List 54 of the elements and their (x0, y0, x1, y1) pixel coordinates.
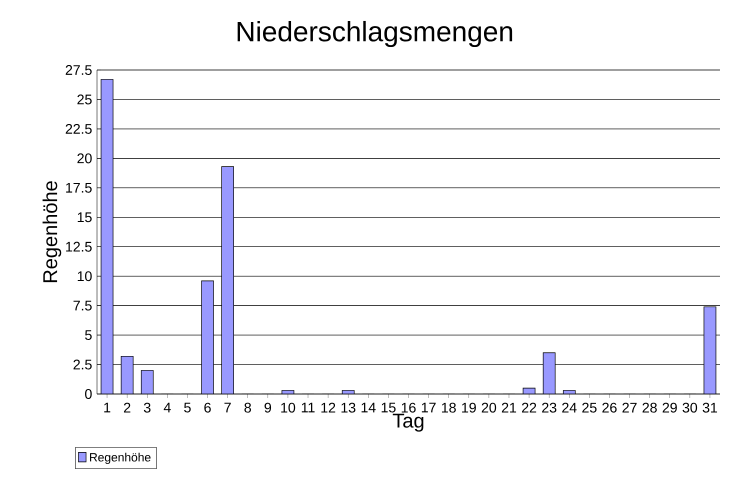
bar (221, 166, 234, 394)
x-tick-label: 23 (542, 402, 556, 413)
x-axis-title: Tag (392, 414, 424, 432)
x-tick-label: 5 (184, 402, 191, 412)
x-tick-label: 8 (244, 402, 252, 413)
x-tick-label: 12 (321, 402, 336, 412)
x-tick-label: 15 (382, 402, 396, 412)
x-tick-label: 4 (164, 402, 171, 412)
x-tick-label: 27 (622, 402, 637, 412)
x-tick-label: 24 (562, 402, 577, 412)
x-tick-label: 16 (402, 402, 416, 413)
y-tick-label: 22.5 (66, 124, 92, 134)
y-tick-label: 10 (78, 271, 92, 282)
bar (100, 79, 114, 394)
x-tick-label: 26 (602, 402, 617, 413)
x-tick-label: 10 (281, 402, 296, 413)
chart-title: Niederschlagsmengen (238, 20, 512, 48)
y-tick-label: 5 (85, 330, 92, 340)
bar (140, 370, 154, 394)
x-tick-label: 22 (522, 402, 536, 412)
y-tick-label: 17.5 (66, 182, 92, 193)
bar (542, 352, 556, 394)
y-tick-label: 27.5 (66, 65, 92, 75)
x-tick-label: 14 (362, 402, 376, 412)
x-tick-label: 11 (302, 402, 315, 412)
x-tick-label: 29 (662, 402, 677, 413)
legend-label: Regenhöhe (90, 452, 151, 464)
x-tick-label: 9 (264, 402, 272, 413)
x-tick-label: 13 (341, 402, 356, 413)
bar (704, 306, 716, 394)
x-tick-label: 17 (422, 402, 436, 412)
y-tick-label: 2.5 (74, 360, 92, 370)
bar (201, 280, 214, 394)
x-tick-label: 31 (702, 402, 718, 413)
bar (120, 356, 134, 394)
x-tick-label: 18 (442, 402, 456, 413)
x-tick-label: 19 (462, 402, 476, 413)
x-tick-label: 25 (582, 402, 597, 413)
x-tick-label: 2 (124, 402, 130, 412)
x-tick-label: 6 (204, 402, 211, 413)
y-tick-label: 20 (77, 153, 92, 164)
y-axis-title: Regenhöhe (42, 181, 62, 282)
y-tick-label: 0 (85, 389, 92, 399)
x-tick-label: 20 (482, 402, 496, 413)
x-tick-label: 30 (682, 402, 698, 413)
y-tick-label: 12.5 (66, 242, 92, 252)
x-tick-label: 28 (642, 402, 657, 413)
x-tick-label: 21 (502, 402, 516, 412)
x-tick-label: 1 (104, 402, 110, 412)
x-tick-label: 3 (144, 402, 151, 413)
y-tick-label: 25 (77, 94, 92, 104)
y-tick-label: 15 (78, 212, 92, 222)
x-tick-label: 7 (224, 402, 231, 412)
y-tick-label: 7.5 (74, 300, 92, 311)
